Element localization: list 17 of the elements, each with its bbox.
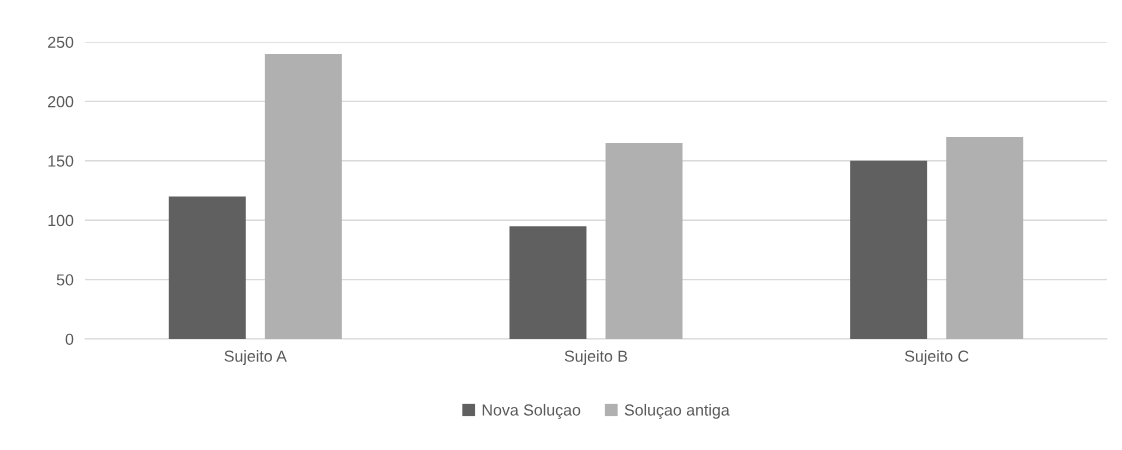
x-tick-label: Sujeito C [904,350,969,365]
y-tick-label: 250 [48,36,74,48]
bar [168,196,246,339]
bar [264,53,342,339]
bar [605,142,683,339]
legend-label: Soluçao antiga [624,403,730,419]
bar [509,226,587,339]
bar [946,137,1024,339]
x-tick-label: Sujeito A [224,350,287,365]
y-tick-label: 150 [48,155,74,167]
x-tick-label: Sujeito B [564,350,628,365]
bar [850,160,928,339]
y-tick-label: 200 [48,96,74,108]
legend-label: Nova Soluçao [482,403,581,419]
y-tick-label: 0 [65,333,74,345]
y-tick-label: 100 [48,214,74,227]
y-tick-label: 50 [56,274,74,286]
